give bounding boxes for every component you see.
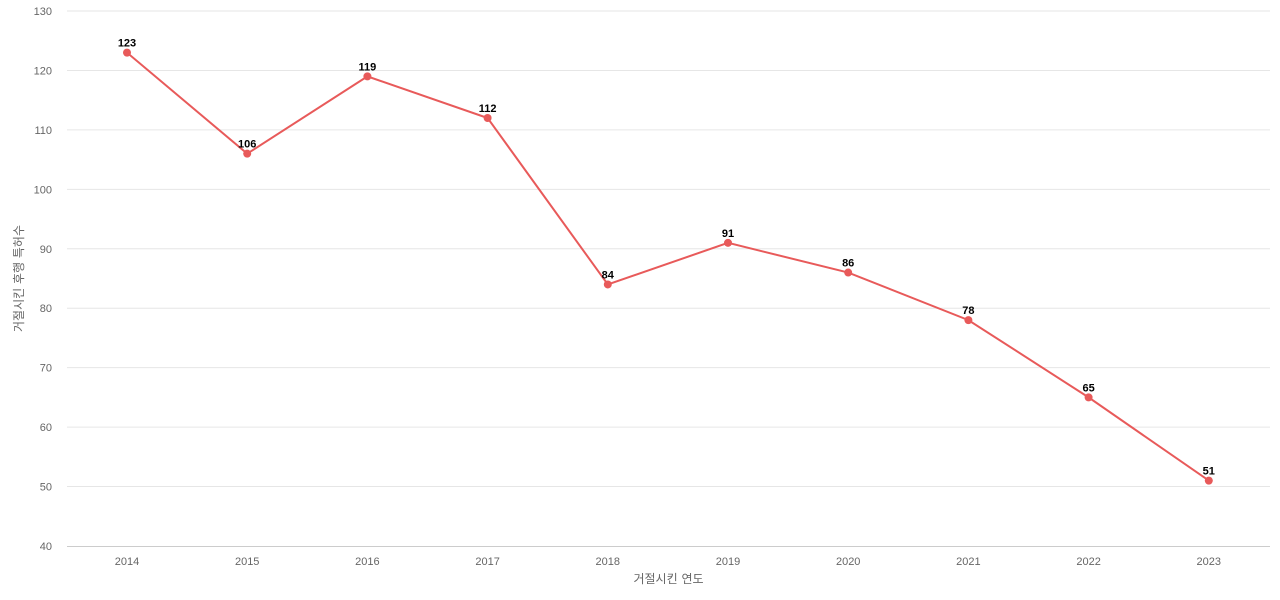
data-label: 91 <box>722 228 734 240</box>
data-label: 106 <box>238 139 256 151</box>
data-label: 51 <box>1203 466 1215 478</box>
data-point <box>844 268 853 277</box>
y-tick-label: 110 <box>34 125 52 137</box>
x-tick-label: 2016 <box>355 556 379 568</box>
x-tick-label: 2014 <box>115 556 139 568</box>
y-tick-label: 80 <box>40 303 52 315</box>
data-point <box>123 48 131 57</box>
x-tick-label: 2022 <box>1076 556 1100 568</box>
data-point <box>1084 393 1093 402</box>
data-label: 112 <box>479 103 497 115</box>
x-tick-label: 2017 <box>475 556 499 568</box>
data-points <box>123 48 1213 485</box>
data-point <box>964 316 973 325</box>
y-tick-label: 90 <box>40 244 52 256</box>
data-label: 84 <box>602 269 615 281</box>
y-axis-ticks: 40 50 60 70 80 90 100 110 120 130 <box>34 6 52 553</box>
data-label: 119 <box>359 61 377 73</box>
data-label: 78 <box>962 305 974 317</box>
data-point <box>243 149 252 158</box>
y-tick-label: 100 <box>34 184 52 196</box>
data-label: 65 <box>1082 382 1094 394</box>
y-tick-label: 50 <box>40 482 52 494</box>
x-axis-ticks: 2014 2015 2016 2017 2018 2019 2020 2021 2022 2023 <box>115 556 1221 568</box>
x-tick-label: 2015 <box>235 556 259 568</box>
y-tick-label: 40 <box>40 541 52 553</box>
x-tick-label: 2018 <box>596 556 620 568</box>
series-line <box>126 51 1210 482</box>
data-labels: 123 106 119 112 84 91 86 78 65 51 <box>118 38 1215 478</box>
x-axis-title: 거절시킨 연도 <box>633 572 703 586</box>
y-tick-label: 70 <box>40 363 52 375</box>
y-tick-label: 130 <box>34 6 52 18</box>
y-tick-label: 120 <box>34 65 52 77</box>
y-tick-label: 60 <box>40 422 52 434</box>
data-label: 86 <box>842 258 854 270</box>
data-point <box>483 114 492 122</box>
x-tick-label: 2023 <box>1197 556 1221 568</box>
x-tick-label: 2021 <box>956 556 980 568</box>
x-tick-label: 2019 <box>716 556 740 568</box>
data-point <box>363 72 372 81</box>
data-label: 123 <box>118 38 136 50</box>
data-point <box>1204 476 1213 485</box>
data-point <box>603 280 612 289</box>
data-point <box>724 238 732 247</box>
gridlines <box>67 10 1270 488</box>
x-tick-label: 2020 <box>836 556 860 568</box>
y-axis-title: 거절시킨 후행 특허수 <box>11 225 26 332</box>
